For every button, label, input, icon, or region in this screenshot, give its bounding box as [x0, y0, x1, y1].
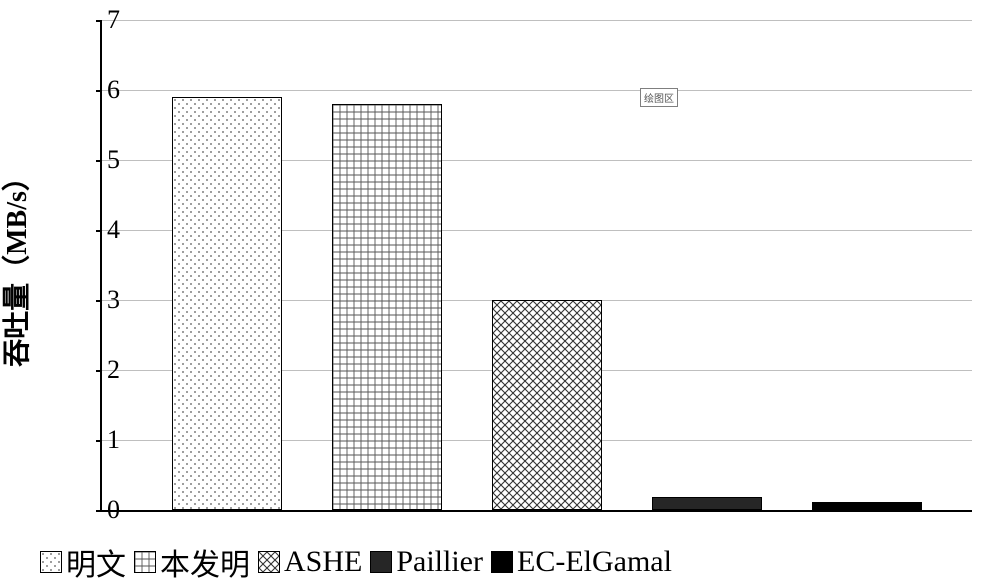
- y-tick-label: 2: [90, 355, 120, 385]
- legend-item-明文: 明文: [40, 540, 126, 584]
- legend-swatch: [134, 551, 156, 573]
- legend-swatch: [491, 551, 513, 573]
- gridline: [102, 20, 972, 21]
- gridline: [102, 90, 972, 91]
- y-tick-label: 7: [90, 5, 120, 35]
- bar-明文: [172, 97, 282, 510]
- legend-swatch: [258, 551, 280, 573]
- y-tick-label: 5: [90, 145, 120, 175]
- legend: 明文本发明 ASHE Paillier EC-ElGamal: [40, 540, 980, 584]
- legend-label: EC-ElGamal: [517, 545, 672, 579]
- y-axis-label: 吞吐量（MB/s）: [0, 163, 35, 367]
- y-tick-label: 4: [90, 215, 120, 245]
- legend-label: ASHE: [284, 545, 362, 579]
- annotation-box: 绘图区: [640, 88, 678, 107]
- legend-label: Paillier: [396, 545, 483, 579]
- bar-Paillier: [652, 497, 762, 510]
- legend-swatch: [370, 551, 392, 573]
- y-tick-label: 6: [90, 75, 120, 105]
- bar-EC-ElGamal: [812, 502, 922, 510]
- legend-swatch: [40, 551, 62, 573]
- legend-item-Paillier: Paillier: [370, 545, 483, 579]
- y-tick-label: 3: [90, 285, 120, 315]
- legend-item-本发明: 本发明: [134, 540, 250, 584]
- legend-label: 本发明: [160, 540, 250, 584]
- legend-item-ASHE: ASHE: [258, 545, 362, 579]
- bar-本发明: [332, 104, 442, 510]
- plot-area: [100, 20, 972, 512]
- y-tick-label: 0: [90, 495, 120, 525]
- legend-item-EC-ElGamal: EC-ElGamal: [491, 545, 672, 579]
- bar-ASHE: [492, 300, 602, 510]
- chart-container: 吞吐量（MB/s） 0 1 2 3 4 5 6 7 绘图区 明文本发明 ASHE Paillier…: [0, 0, 1000, 587]
- y-tick-label: 1: [90, 425, 120, 455]
- legend-label: 明文: [66, 540, 126, 584]
